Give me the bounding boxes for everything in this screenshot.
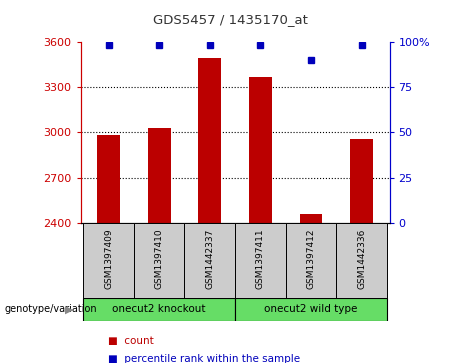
Text: onecut2 wild type: onecut2 wild type: [264, 305, 358, 314]
Text: GSM1397412: GSM1397412: [307, 229, 316, 289]
Bar: [83, 298, 235, 321]
Text: GSM1397410: GSM1397410: [154, 229, 164, 289]
Bar: [198, 58, 221, 223]
Text: ▶: ▶: [65, 305, 74, 314]
Bar: [97, 135, 120, 223]
Bar: [134, 223, 184, 298]
Text: GSM1442337: GSM1442337: [205, 229, 214, 289]
Text: GSM1397411: GSM1397411: [256, 229, 265, 289]
Text: ■  percentile rank within the sample: ■ percentile rank within the sample: [108, 354, 301, 363]
Text: genotype/variation: genotype/variation: [5, 305, 97, 314]
Bar: [235, 298, 387, 321]
Bar: [184, 223, 235, 298]
Bar: [337, 223, 387, 298]
Bar: [83, 223, 134, 298]
Text: GSM1442336: GSM1442336: [357, 229, 366, 289]
Text: ■  count: ■ count: [108, 336, 154, 346]
Text: onecut2 knockout: onecut2 knockout: [112, 305, 206, 314]
Bar: [300, 214, 322, 223]
Bar: [235, 223, 286, 298]
Bar: [350, 139, 373, 223]
Bar: [249, 77, 272, 223]
Text: GDS5457 / 1435170_at: GDS5457 / 1435170_at: [153, 13, 308, 26]
Bar: [286, 223, 337, 298]
Text: GSM1397409: GSM1397409: [104, 229, 113, 289]
Bar: [148, 128, 171, 223]
